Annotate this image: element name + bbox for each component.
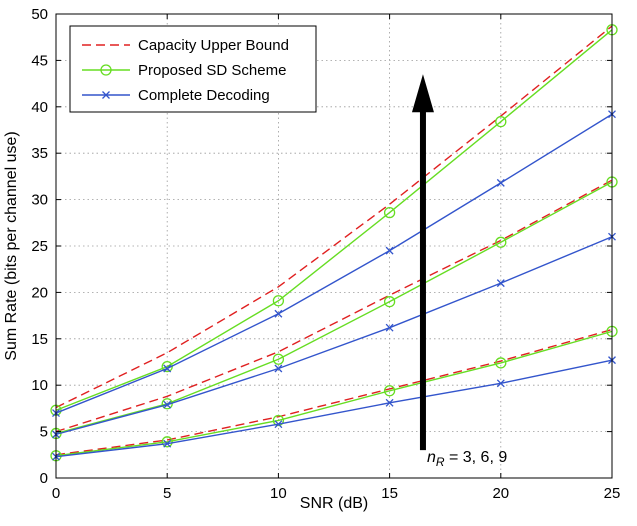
- y-tick-label: 25: [31, 238, 48, 255]
- x-axis-label: SNR (dB): [300, 495, 368, 512]
- data-point-circle: [383, 385, 396, 397]
- legend-label: Capacity Upper Bound: [138, 37, 289, 54]
- data-point-x: [274, 309, 283, 318]
- annotation-arrow-head: [411, 74, 434, 113]
- data-point-x: [385, 246, 394, 255]
- x-tick-label: 10: [270, 485, 287, 502]
- y-tick-label: 30: [31, 192, 48, 209]
- series-capacity-upper-bound-nr6: [55, 179, 613, 433]
- series-line: [55, 181, 613, 435]
- annotation-subscript: R: [436, 455, 445, 469]
- series-complete-decoding-nr3: [52, 356, 616, 461]
- series-layer: [50, 24, 618, 462]
- series-complete-decoding-nr9: [52, 110, 616, 417]
- series-proposed-sd-scheme-nr3: [50, 325, 618, 462]
- data-point-circle: [272, 414, 285, 427]
- y-tick-label: 35: [31, 145, 48, 162]
- y-tick-label: 0: [40, 470, 48, 487]
- y-tick-label: 10: [31, 377, 48, 394]
- y-tick-label: 15: [31, 331, 48, 348]
- data-point-x: [163, 364, 172, 373]
- data-point-x: [496, 279, 505, 288]
- series-capacity-upper-bound-nr3: [55, 328, 613, 456]
- data-point-circle: [495, 115, 507, 128]
- y-tick-label: 50: [31, 6, 48, 23]
- data-point-circle: [383, 206, 396, 219]
- annotation-label: nR = 3, 6, 9: [427, 449, 507, 469]
- y-tick-label: 5: [40, 424, 48, 441]
- data-point-circle: [272, 353, 285, 365]
- series-complete-decoding-nr6: [52, 232, 616, 439]
- legend-marker-x: [102, 91, 110, 99]
- legend-box: [69, 25, 317, 113]
- series-line: [55, 359, 613, 458]
- x-tick-label: 5: [163, 485, 171, 502]
- data-point-x: [163, 400, 172, 409]
- y-tick-label: 20: [31, 284, 48, 301]
- x-tick-label: 15: [381, 485, 398, 502]
- x-tick-label: 0: [52, 485, 60, 502]
- series-line: [55, 25, 613, 409]
- legend-label: Proposed SD Scheme: [138, 62, 286, 79]
- data-point-x: [385, 398, 394, 407]
- arrow-layer: [411, 74, 434, 451]
- series-line: [55, 236, 613, 436]
- data-point-circle: [161, 436, 173, 448]
- x-tick-label: 25: [604, 485, 621, 502]
- ticks: 0 5 10 15 20 25 0 5 10 15 20 25 30 35 40 45 50: [31, 6, 620, 502]
- y-axis-label: Sum Rate (bits per channel use): [3, 131, 20, 360]
- data-point-circle: [383, 296, 396, 308]
- data-point-circle: [495, 357, 507, 369]
- x-tick-label: 20: [492, 485, 509, 502]
- data-point-x: [274, 420, 283, 429]
- series-proposed-sd-scheme-nr6: [50, 176, 618, 440]
- y-tick-label: 45: [31, 52, 48, 69]
- series-line: [55, 29, 613, 411]
- annotation-prefix: n: [427, 449, 436, 466]
- data-point-x: [496, 178, 505, 187]
- legend-marker-circle: [100, 64, 112, 76]
- series-line: [55, 179, 613, 433]
- data-point-x: [163, 439, 172, 448]
- data-point-x: [274, 364, 283, 373]
- legend-label: Complete Decoding: [138, 87, 270, 104]
- data-point-circle: [272, 295, 285, 307]
- data-point-x: [385, 323, 394, 332]
- series-line: [55, 328, 613, 456]
- data-point-x: [496, 379, 505, 388]
- series-capacity-upper-bound-nr9: [55, 25, 613, 409]
- y-tick-label: 40: [31, 99, 48, 116]
- series-line: [55, 113, 613, 414]
- annotation-suffix: = 3, 6, 9: [445, 449, 508, 466]
- legend: Capacity Upper Bound Proposed SD Scheme Co…: [69, 25, 317, 113]
- series-line: [55, 330, 613, 457]
- data-point-circle: [495, 236, 507, 248]
